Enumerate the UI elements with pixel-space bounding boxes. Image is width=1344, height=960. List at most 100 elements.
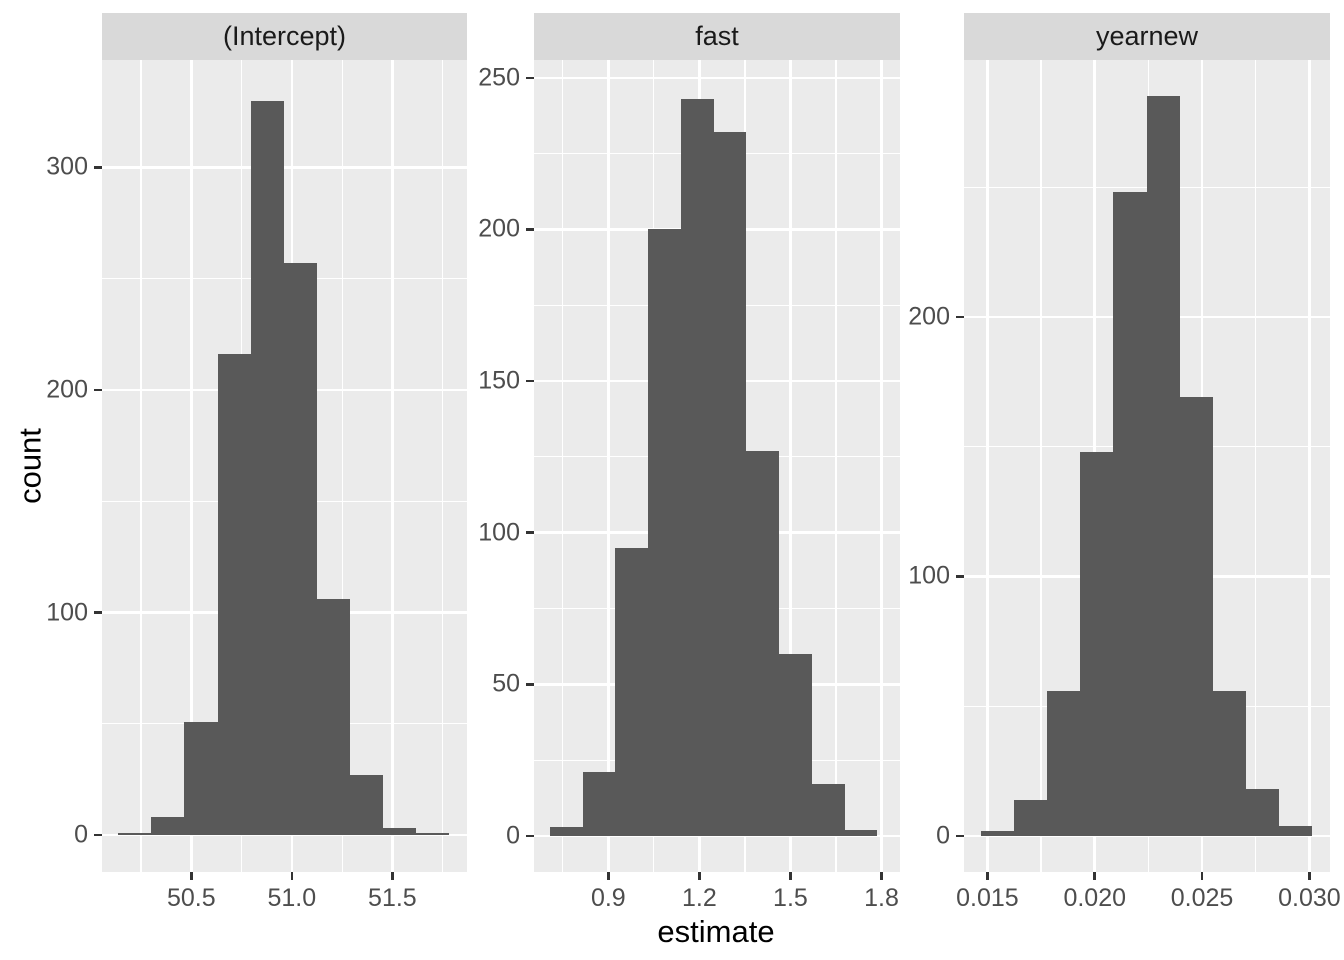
x-minor-gridline [1040, 60, 1042, 872]
y-tick-mark [956, 575, 964, 578]
facet-panel [964, 60, 1330, 872]
x-tick-mark [290, 872, 294, 880]
histogram-bar [811, 784, 845, 836]
x-tick-label: 51.5 [368, 884, 417, 912]
facet-strip-label: (Intercept) [222, 21, 347, 51]
histogram-bar [582, 772, 616, 836]
facet-strip-label: yearnew [1095, 21, 1199, 51]
histogram-bar [250, 100, 284, 836]
histogram-bar [383, 828, 417, 836]
histogram-bar [1146, 96, 1180, 836]
y-tick-label: 100 [908, 561, 950, 590]
y-tick-label: 0 [936, 821, 950, 850]
x-minor-gridline [341, 60, 343, 872]
histogram-bar [1113, 192, 1147, 836]
y-tick-mark [94, 611, 102, 614]
histogram-bar [1080, 451, 1114, 836]
y-tick-label: 0 [506, 821, 520, 850]
histogram-bar [283, 263, 317, 836]
histogram-bar [615, 547, 649, 836]
x-minor-gridline [1255, 60, 1257, 872]
y-tick-label: 150 [478, 366, 520, 395]
histogram-bar [1047, 690, 1081, 836]
y-tick-mark [956, 315, 964, 319]
facet-panel [102, 60, 467, 872]
histogram-bar [549, 826, 583, 836]
x-major-gridline [880, 60, 883, 872]
x-axis-title: estimate [657, 914, 775, 949]
y-tick-mark [526, 834, 534, 838]
y-tick-label: 200 [46, 375, 88, 404]
x-tick-label: 0.015 [956, 884, 1019, 912]
x-tick-label: 50.5 [166, 884, 216, 912]
y-tick-label: 50 [492, 669, 520, 698]
x-minor-gridline [140, 60, 142, 872]
y-tick-mark [94, 833, 102, 837]
y-tick-label: 100 [478, 518, 520, 547]
histogram-bar [746, 450, 780, 836]
x-tick-mark [190, 872, 193, 880]
histogram-bar [1212, 690, 1246, 836]
x-tick-mark [789, 872, 792, 880]
y-tick-label: 250 [478, 63, 520, 92]
x-tick-mark [1093, 872, 1096, 880]
x-tick-label: 1.8 [864, 884, 899, 912]
y-major-gridline [102, 166, 467, 169]
facet-panel [534, 60, 900, 872]
y-major-gridline [534, 834, 900, 838]
histogram-bar [1179, 397, 1213, 836]
y-tick-label: 0 [74, 820, 88, 849]
histogram-bar [184, 721, 218, 836]
y-tick-mark [526, 228, 534, 231]
histogram-bar [217, 354, 251, 836]
y-tick-mark [526, 531, 534, 534]
x-tick-mark [1200, 872, 1204, 880]
y-tick-label: 200 [478, 214, 520, 243]
x-tick-label: 1.5 [773, 884, 808, 912]
histogram-bar [349, 774, 384, 836]
x-major-gridline [607, 60, 610, 872]
histogram-bar [1014, 799, 1048, 836]
x-tick-label: 0.020 [1063, 884, 1126, 912]
x-major-gridline [190, 60, 193, 872]
x-tick-mark [1308, 872, 1311, 880]
y-tick-mark [526, 683, 534, 686]
x-tick-mark [880, 872, 883, 880]
x-major-gridline [391, 60, 394, 872]
histogram-bar [713, 132, 747, 836]
x-minor-gridline [442, 60, 444, 872]
histogram-bar [980, 830, 1015, 836]
x-minor-gridline [562, 60, 564, 872]
x-tick-mark [607, 872, 610, 880]
x-tick-label: 0.025 [1170, 884, 1234, 912]
y-tick-mark [94, 388, 102, 392]
x-tick-label: 51.0 [267, 884, 317, 912]
y-major-gridline [102, 833, 467, 837]
y-major-gridline [534, 76, 900, 80]
y-tick-label: 300 [46, 152, 88, 181]
histogram-bar [648, 229, 681, 836]
histogram-bar [1246, 789, 1280, 836]
x-tick-label: 0.030 [1278, 884, 1341, 912]
x-major-gridline [986, 60, 989, 872]
histogram-bar [118, 832, 152, 836]
x-tick-mark [698, 872, 701, 880]
y-tick-mark [526, 379, 534, 383]
x-tick-mark [391, 872, 394, 880]
y-tick-label: 200 [908, 302, 950, 331]
x-tick-mark [986, 872, 989, 880]
histogram-bar [151, 817, 185, 836]
y-major-gridline [964, 834, 1330, 838]
histogram-bar [1279, 825, 1313, 836]
x-tick-label: 1.2 [682, 884, 717, 912]
histogram-bar [680, 99, 714, 836]
facet-strip-label: fast [695, 21, 739, 51]
facet-strip: yearnew [964, 13, 1330, 60]
facet-strip: (Intercept) [102, 13, 467, 60]
y-tick-mark [526, 76, 534, 80]
y-tick-mark [94, 166, 102, 169]
histogram-bar [779, 653, 812, 836]
facet-strip: fast [534, 13, 900, 60]
y-axis-title: count [12, 428, 48, 504]
